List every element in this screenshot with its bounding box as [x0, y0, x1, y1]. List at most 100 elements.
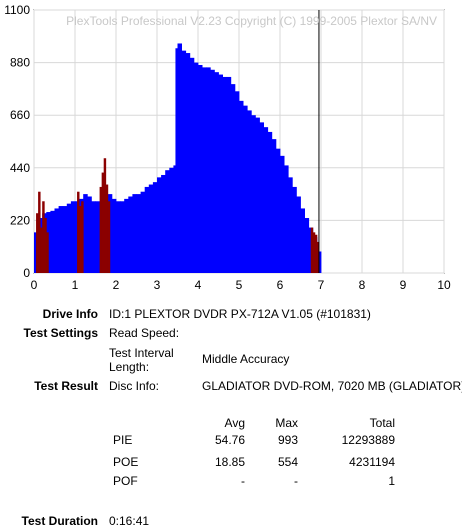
y-tick-label: 440 [10, 161, 30, 175]
pie-bar [95, 201, 100, 273]
pie-bar [83, 194, 88, 273]
x-tick-label: 1 [72, 278, 79, 292]
x-tick-label: 4 [195, 278, 202, 292]
test-interval-value: Middle Accuracy [202, 352, 290, 366]
x-tick-label: 10 [437, 278, 451, 292]
pie-bar [111, 198, 117, 273]
pie-bar [304, 218, 310, 273]
x-tick-label: 6 [277, 278, 284, 292]
pie-bar [165, 170, 170, 273]
pie-bar [181, 50, 187, 274]
x-tick-label: 7 [318, 278, 325, 292]
pie-bar [62, 206, 68, 273]
pie-bar [206, 67, 211, 273]
pie-peak-bar [101, 172, 105, 273]
pie-bar [263, 127, 269, 274]
row-max: 993 [277, 433, 298, 447]
row-total: 4231194 [349, 455, 395, 469]
pie-bar [210, 69, 215, 273]
drive-info-label: Drive Info [42, 307, 98, 321]
y-tick-label: 660 [10, 108, 30, 122]
pie-bar [292, 186, 297, 273]
row-avg: 54.76 [214, 433, 245, 447]
x-tick-label: 3 [154, 278, 161, 292]
pie-peak-bar [42, 201, 45, 273]
x-tick-label: 8 [359, 278, 366, 292]
pie-bar [66, 203, 72, 273]
col-header-avg: Avg [224, 416, 245, 430]
x-tick-label: 5 [236, 278, 243, 292]
read-speed-label: Read Speed: [109, 326, 180, 340]
pie-bar [58, 206, 64, 273]
pie-bar [280, 155, 285, 273]
pie-peak-bar [81, 201, 84, 273]
pie-peak-bar [105, 184, 109, 273]
row-max: - [294, 474, 298, 488]
pie-bar [259, 122, 264, 273]
pie-bar [222, 76, 228, 273]
pie-peak-bar [77, 191, 80, 273]
disc-info-label: Disc Info: [109, 379, 160, 393]
test-result-label: Test Result [34, 379, 98, 393]
disc-info-value: GLADIATOR DVD-ROM, 7020 MB (GLADIATOR) [202, 379, 462, 393]
row-total: 12293889 [341, 433, 395, 447]
pie-bar [284, 165, 289, 273]
y-tick-label: 220 [10, 213, 30, 227]
pie-bar [70, 201, 76, 273]
pie-bar [152, 182, 158, 273]
pie-bar [214, 72, 219, 273]
pie-bar [247, 110, 252, 273]
x-tick-label: 0 [31, 278, 38, 292]
y-tick-label: 0 [23, 266, 30, 280]
pie-bar [132, 194, 137, 273]
row-avg: 18.85 [214, 455, 245, 469]
pie-bar [239, 100, 244, 273]
pie-bar [255, 117, 260, 273]
pie-bar [173, 165, 176, 273]
pie-bar [140, 191, 146, 273]
pie-peak-bar [79, 206, 82, 273]
pie-bar [185, 53, 191, 273]
pie-bar [54, 208, 59, 273]
row-max: 554 [277, 455, 298, 469]
pie-bar [177, 43, 182, 273]
pie-peak-bar [103, 158, 107, 273]
col-header-max: Max [275, 416, 298, 430]
pie-peak-bar [46, 232, 49, 273]
chart-watermark: PlexTools Professional V2.23 Copyright (… [66, 14, 437, 28]
pie-bar [124, 198, 129, 273]
row-name: POE [113, 455, 139, 469]
drive-info-value: ID:1 PLEXTOR DVDR PX-712A V1.05 (#101831… [109, 307, 371, 321]
pie-bar [157, 177, 162, 273]
x-tick-label: 2 [113, 278, 120, 292]
pie-bar [271, 139, 277, 273]
pie-bar [267, 131, 273, 273]
pie-bar [288, 177, 293, 273]
pie-bar [136, 194, 141, 273]
pie-bar [275, 148, 281, 273]
pie-peak-bar [314, 234, 318, 273]
row-avg: - [241, 474, 245, 488]
pie-bar [251, 115, 256, 273]
pie-peak-bar [310, 227, 314, 273]
pie-bar [198, 64, 203, 273]
test-duration-label: Test Duration [21, 514, 98, 528]
pie-bar [234, 91, 240, 273]
pie-bar [189, 57, 195, 274]
pie-bar [202, 67, 207, 273]
pie-bar [144, 186, 150, 273]
pie-bar [120, 201, 125, 273]
y-tick-label: 880 [10, 56, 30, 70]
row-name: POF [113, 474, 138, 488]
row-total: 1 [388, 474, 395, 488]
row-name: PIE [113, 433, 133, 447]
x-tick-label: 9 [400, 278, 407, 292]
pie-bar [226, 76, 232, 273]
test-settings-label: Test Settings [23, 326, 98, 340]
pie-bar [128, 196, 133, 273]
pie-bar [169, 167, 174, 273]
test-interval-label-line1: Test Interval [109, 346, 174, 360]
col-header-total: Total [369, 416, 395, 430]
pie-bar [116, 201, 121, 273]
pie-bar [91, 201, 96, 273]
